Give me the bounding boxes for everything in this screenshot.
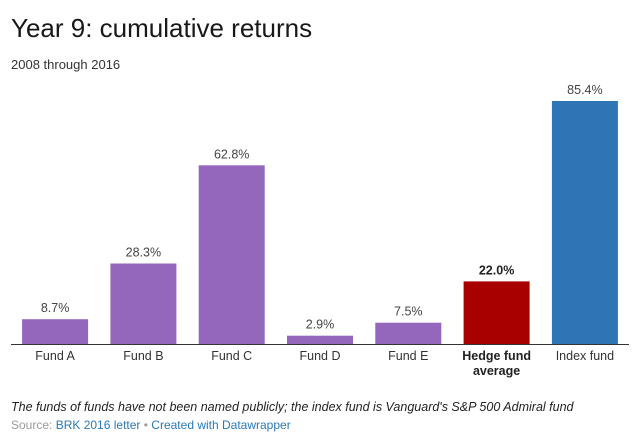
category-label-5-line-0: Hedge fund xyxy=(462,349,531,363)
chart-notes: The funds of funds have not been named p… xyxy=(11,400,574,414)
source-link[interactable]: BRK 2016 letter xyxy=(55,418,141,432)
category-label-3: Fund D xyxy=(300,349,341,363)
footer-separator: • xyxy=(140,418,152,432)
value-label-4: 7.5% xyxy=(394,305,423,319)
bar-0 xyxy=(22,319,89,344)
value-label-1: 28.3% xyxy=(126,246,161,260)
bar-2 xyxy=(198,165,265,344)
value-label-6: 85.4% xyxy=(567,83,602,97)
category-label-6: Index fund xyxy=(556,349,614,363)
value-label-5: 22.0% xyxy=(479,263,514,277)
source-prefix: Source: xyxy=(11,418,56,432)
bar-3 xyxy=(287,335,353,344)
category-label-5-line-1: average xyxy=(473,364,520,378)
source-line: Source: BRK 2016 letter • Created with D… xyxy=(11,418,291,432)
chart-title: Year 9: cumulative returns xyxy=(11,13,313,43)
bar-4 xyxy=(375,322,442,344)
category-label-4: Fund E xyxy=(388,349,428,363)
bar-1 xyxy=(110,263,177,344)
chart-subtitle: 2008 through 2016 xyxy=(11,57,121,72)
category-label-0: Fund A xyxy=(35,349,75,363)
datawrapper-credit-link[interactable]: Created with Datawrapper xyxy=(151,418,291,432)
bar-6 xyxy=(551,101,618,344)
bar-5 xyxy=(463,281,530,344)
value-label-3: 2.9% xyxy=(306,318,335,332)
category-label-1: Fund B xyxy=(123,349,163,363)
value-label-2: 62.8% xyxy=(214,147,249,161)
category-label-2: Fund C xyxy=(211,349,252,363)
value-label-0: 8.7% xyxy=(41,301,70,315)
